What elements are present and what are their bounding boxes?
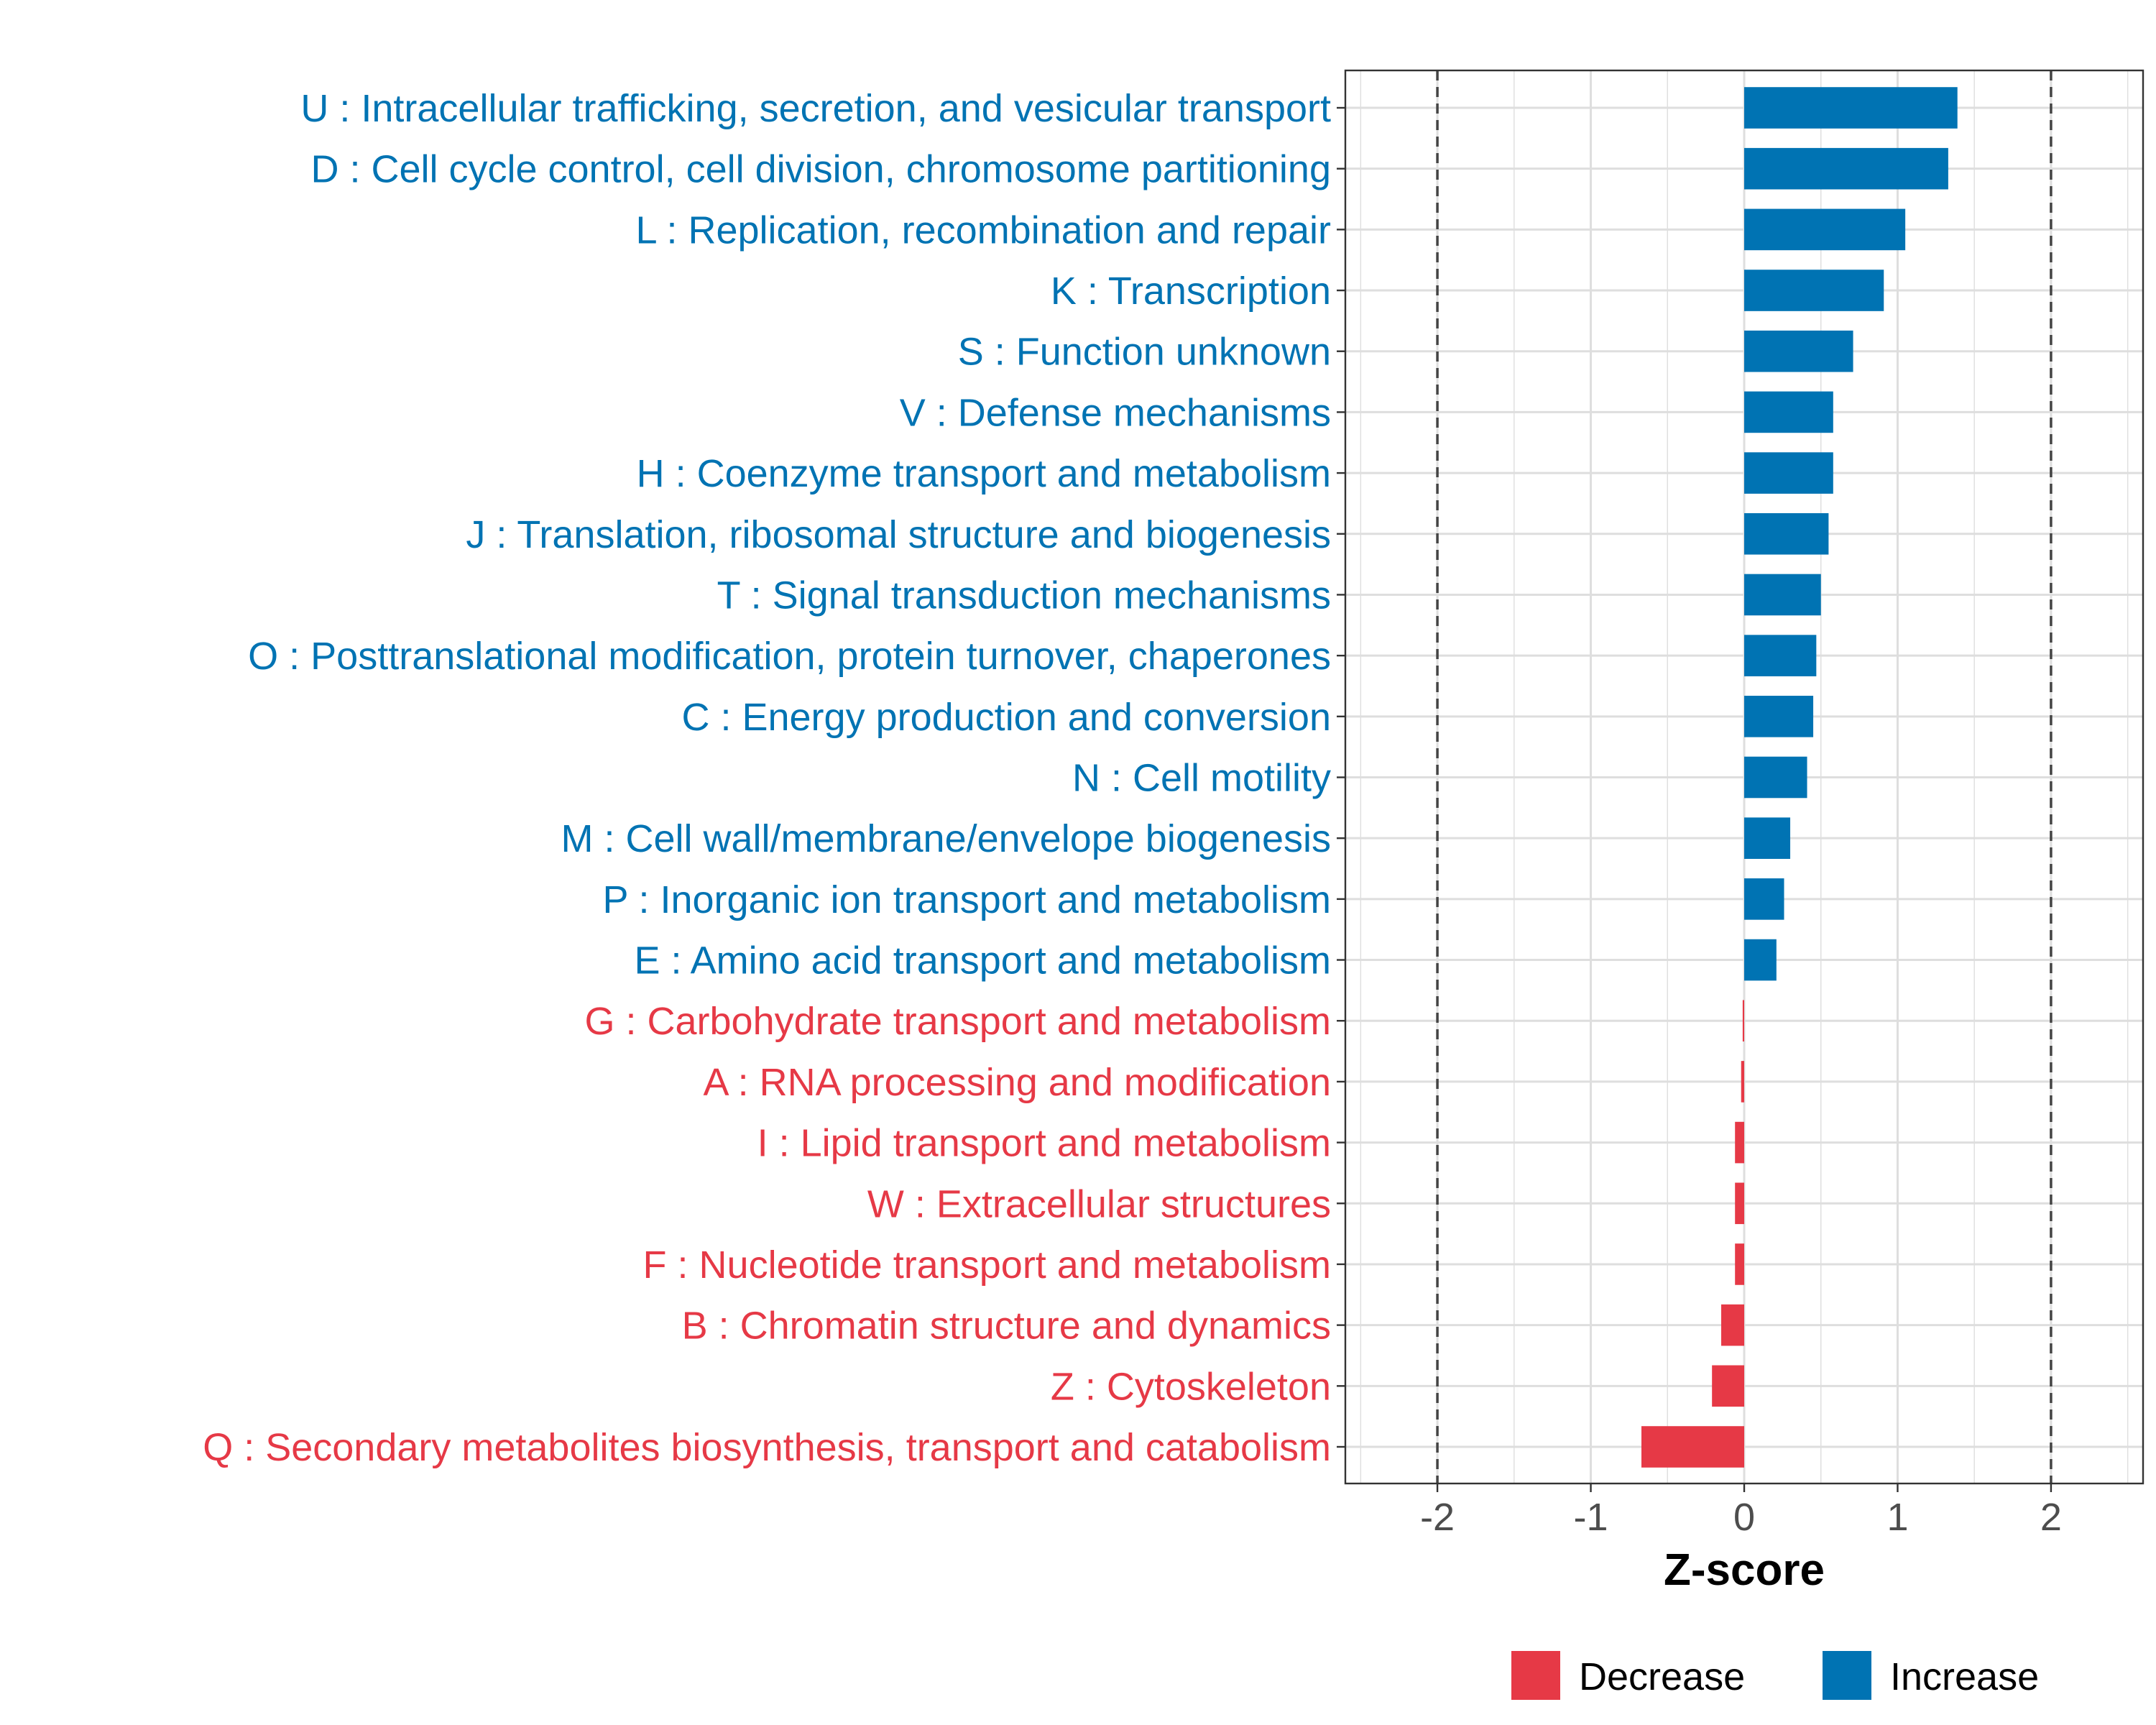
y-tick-label: T : Signal transduction mechanisms — [717, 574, 1331, 617]
x-axis-title: Z-score — [1664, 1545, 1825, 1595]
bar — [1735, 1182, 1744, 1225]
y-tick-label: B : Chromatin structure and dynamics — [682, 1305, 1331, 1348]
bar — [1744, 147, 1948, 190]
bar — [1744, 817, 1791, 859]
bar — [1744, 452, 1833, 494]
y-tick-label: L : Replication, recombination and repai… — [635, 208, 1331, 252]
y-tick-label: Z : Cytoskeleton — [1051, 1365, 1331, 1408]
y-tick-label: O : Posttranslational modification, prot… — [248, 635, 1331, 678]
bar — [1744, 939, 1777, 981]
x-tick-label: -2 — [1420, 1496, 1455, 1539]
y-tick-label: E : Amino acid transport and metabolism — [635, 939, 1331, 983]
y-tick-label: N : Cell motility — [1072, 757, 1331, 800]
bar — [1744, 391, 1833, 433]
bar — [1744, 87, 1958, 129]
bar — [1720, 1304, 1744, 1346]
bar — [1735, 1243, 1744, 1285]
bar — [1735, 1121, 1744, 1164]
y-tick-label: P : Inorganic ion transport and metaboli… — [602, 878, 1331, 921]
bar — [1744, 208, 1906, 251]
reference-lines — [1436, 70, 2053, 1484]
legend-swatch — [1823, 1651, 1871, 1700]
bar — [1712, 1365, 1744, 1407]
bar — [1741, 1061, 1744, 1103]
bar — [1742, 1000, 1744, 1042]
y-tick-label: W : Extracellular structures — [867, 1182, 1331, 1225]
y-tick-label: C : Energy production and conversion — [681, 696, 1331, 739]
bar — [1744, 270, 1884, 311]
x-tick-label: 0 — [1733, 1496, 1755, 1539]
legend-swatch — [1511, 1651, 1560, 1700]
legend: Decrease Increase — [1511, 1651, 2039, 1700]
y-tick-label: M : Cell wall/membrane/envelope biogenes… — [561, 817, 1331, 860]
y-tick-label: I : Lipid transport and metabolism — [757, 1122, 1331, 1165]
bar — [1744, 635, 1817, 676]
y-tick-label: F : Nucleotide transport and metabolism — [643, 1243, 1331, 1287]
y-tick-label: K : Transcription — [1051, 270, 1331, 313]
x-axis: -2 -1 0 1 2 — [1420, 1484, 2062, 1539]
y-tick-label: H : Coenzyme transport and metabolism — [637, 452, 1331, 495]
bar — [1744, 878, 1784, 920]
bar — [1744, 330, 1853, 372]
bar — [1744, 756, 1807, 799]
y-tick-label: Q : Secondary metabolites biosynthesis, … — [203, 1426, 1331, 1469]
bar — [1744, 696, 1814, 737]
y-tick-label: J : Translation, ribosomal structure and… — [466, 513, 1331, 556]
x-tick-label: 1 — [1886, 1496, 1908, 1539]
y-tick-label: S : Function unknown — [958, 331, 1331, 374]
bars — [1641, 87, 1958, 1468]
y-tick-label: U : Intracellular trafficking, secretion… — [300, 87, 1331, 130]
y-tick-label: A : RNA processing and modification — [704, 1061, 1331, 1104]
y-tick-label: G : Carbohydrate transport and metabolis… — [585, 1000, 1332, 1043]
x-tick-label: 2 — [2040, 1496, 2062, 1539]
legend-label: Increase — [1890, 1655, 2039, 1698]
bar — [1744, 512, 1829, 555]
bar — [1744, 574, 1821, 616]
y-tick-label: D : Cell cycle control, cell division, c… — [310, 148, 1331, 191]
bar — [1641, 1426, 1744, 1468]
y-axis: U : Intracellular trafficking, secretion… — [203, 87, 1345, 1469]
y-tick-label: V : Defense mechanisms — [900, 391, 1331, 434]
legend-label: Decrease — [1579, 1655, 1745, 1698]
x-tick-label: -1 — [1574, 1496, 1608, 1539]
